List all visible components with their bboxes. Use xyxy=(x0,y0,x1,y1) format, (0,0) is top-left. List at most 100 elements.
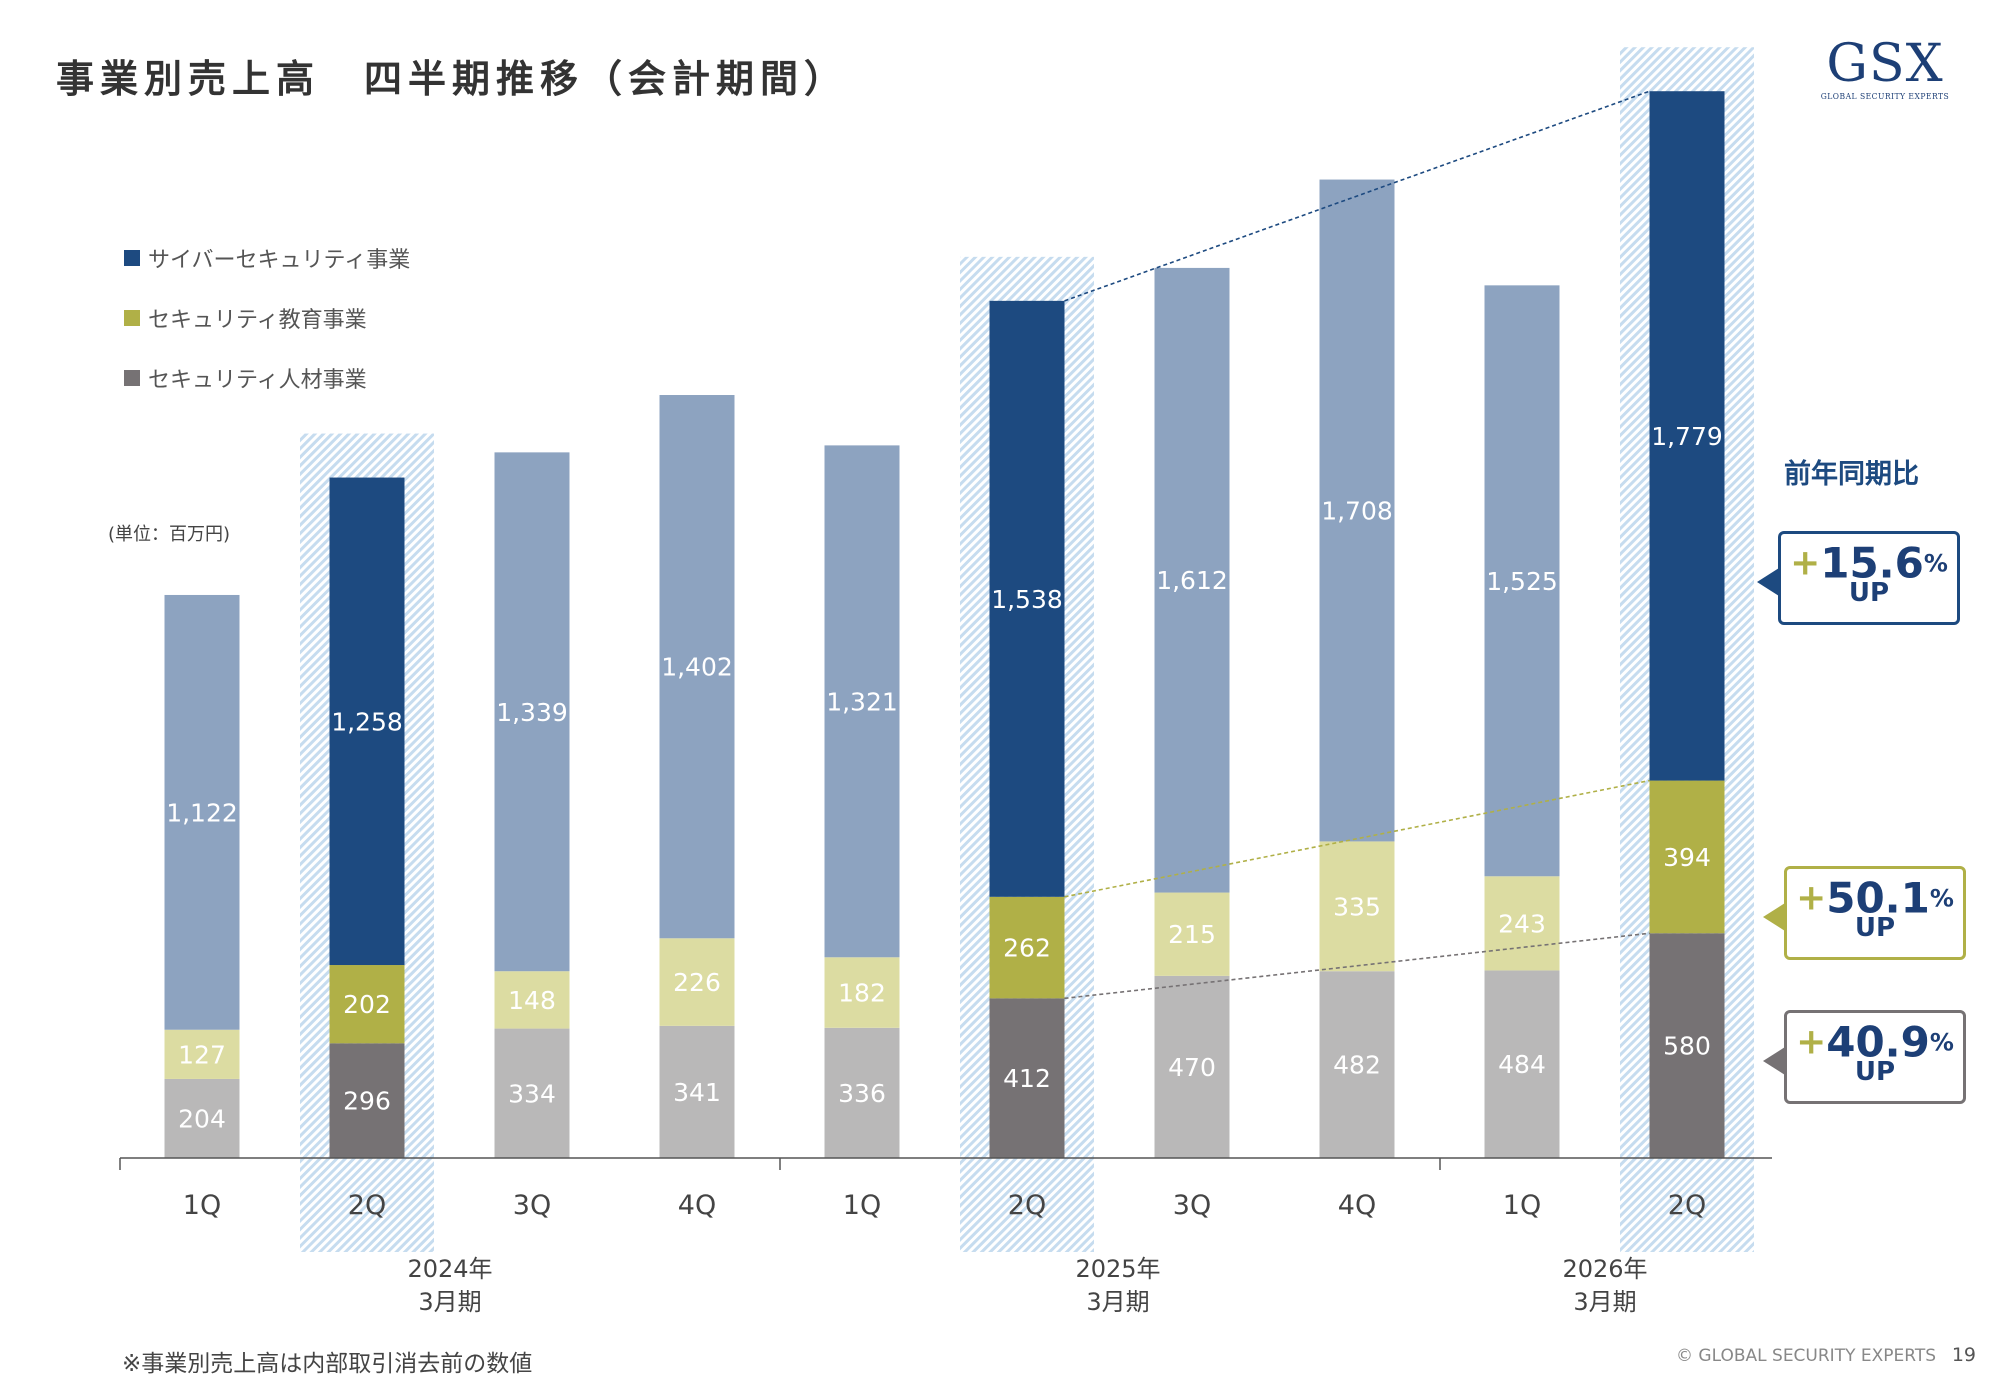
bar-cyber-7 xyxy=(1319,179,1395,842)
page-title: 事業別売上高 四半期推移（会計期間） xyxy=(56,48,848,103)
callout-value-cyber: 15.6 xyxy=(1820,538,1924,588)
bar-talent-2 xyxy=(494,1028,570,1158)
title-sub: 四半期推移（会計期間） xyxy=(364,57,849,101)
bar-education-4 xyxy=(824,957,900,1028)
callout-percent-talent: % xyxy=(1929,1028,1954,1057)
callout-plus-cyber: + xyxy=(1790,542,1821,584)
bar-talent-4 xyxy=(824,1027,900,1158)
bar-cyber-5 xyxy=(989,300,1065,897)
value-label-education-7: 335 xyxy=(1333,892,1381,921)
bar-cyber-8 xyxy=(1484,285,1560,877)
value-label-education-5: 262 xyxy=(1003,934,1051,963)
bar-talent-6 xyxy=(1154,975,1230,1158)
logo-mark: GSX xyxy=(1826,34,1944,94)
bar-education-6 xyxy=(1154,892,1230,976)
value-label-cyber-2: 1,339 xyxy=(496,698,568,727)
page-number: 19 xyxy=(1951,1344,1976,1366)
value-label-education-6: 215 xyxy=(1168,920,1216,949)
bar-cyber-1 xyxy=(329,477,405,966)
value-label-talent-4: 336 xyxy=(838,1079,886,1108)
tick-label-1: 2Q xyxy=(348,1190,386,1221)
bar-cyber-3 xyxy=(659,395,735,939)
fiscal-year-label-1-line1: 2025年 xyxy=(1075,1255,1160,1283)
callout-arrow-talent xyxy=(1763,1047,1785,1075)
value-label-education-2: 148 xyxy=(508,986,556,1015)
bar-education-5 xyxy=(989,896,1065,999)
footnote: ※事業別売上高は内部取引消去前の数値 xyxy=(122,1351,533,1377)
bar-talent-8 xyxy=(1484,970,1560,1158)
fiscal-year-label-2-line1: 2026年 xyxy=(1562,1255,1647,1283)
value-label-education-8: 243 xyxy=(1498,909,1546,938)
bar-cyber-9 xyxy=(1649,91,1725,781)
tick-label-3: 4Q xyxy=(678,1190,716,1221)
legend-swatch-talent xyxy=(124,370,140,386)
value-label-talent-2: 334 xyxy=(508,1079,556,1108)
value-label-education-4: 182 xyxy=(838,979,886,1008)
tick-label-9: 2Q xyxy=(1668,1190,1706,1221)
tick-label-4: 1Q xyxy=(843,1190,881,1221)
bar-talent-9 xyxy=(1649,933,1725,1158)
bar-education-3 xyxy=(659,938,735,1026)
bar-cyber-0 xyxy=(164,594,240,1030)
legend-item-education: セキュリティ教育事業 xyxy=(124,288,410,348)
yoy-line-cyber xyxy=(1064,90,1650,302)
tick-label-7: 4Q xyxy=(1338,1190,1376,1221)
bar-education-8 xyxy=(1484,876,1560,971)
fiscal-year-label-0-line1: 2024年 xyxy=(407,1255,492,1283)
yoy-line-talent xyxy=(1064,932,1650,1000)
value-label-talent-8: 484 xyxy=(1498,1050,1546,1079)
value-label-cyber-9: 1,779 xyxy=(1651,422,1723,451)
legend-label-education: セキュリティ教育事業 xyxy=(148,308,367,333)
value-label-education-3: 226 xyxy=(673,968,721,997)
yoy-callout-education: +50.1% UP xyxy=(1763,866,1966,960)
legend-swatch-cyber xyxy=(124,250,140,266)
fiscal-year-label-0-line2: 3月期 xyxy=(418,1288,481,1316)
legend-label-talent: セキュリティ人材事業 xyxy=(148,368,367,393)
tick-label-5: 2Q xyxy=(1008,1190,1046,1221)
value-label-cyber-5: 1,538 xyxy=(991,585,1063,614)
legend-swatch-education xyxy=(124,310,140,326)
bar-talent-5 xyxy=(989,998,1065,1158)
value-label-talent-9: 580 xyxy=(1663,1032,1711,1061)
gsx-logo: GSX GLOBAL SECURITY EXPERTS xyxy=(1810,36,1960,101)
yoy-line-education xyxy=(1064,779,1650,898)
chart-legend: サイバーセキュリティ事業 セキュリティ教育事業 セキュリティ人材事業 xyxy=(124,228,410,408)
value-label-cyber-3: 1,402 xyxy=(661,653,733,682)
yoy-title: 前年同期比 xyxy=(1784,459,1919,490)
callout-percent-education: % xyxy=(1929,884,1954,913)
callout-value-education: 50.1 xyxy=(1826,873,1930,923)
bar-education-9 xyxy=(1649,780,1725,934)
bar-education-2 xyxy=(494,971,570,1029)
value-label-cyber-4: 1,321 xyxy=(826,687,898,716)
title-main: 事業別売上高 xyxy=(56,57,321,101)
bar-cyber-4 xyxy=(824,445,900,958)
value-label-talent-3: 341 xyxy=(673,1078,721,1107)
callout-up-cyber: UP xyxy=(1848,577,1890,608)
value-label-talent-6: 470 xyxy=(1168,1053,1216,1082)
yoy-callout-cyber: +15.6% UP xyxy=(1757,531,1960,625)
legend-item-cyber: サイバーセキュリティ事業 xyxy=(124,228,410,288)
value-label-cyber-1: 1,258 xyxy=(331,707,403,736)
value-label-cyber-6: 1,612 xyxy=(1156,566,1228,595)
callout-plus-education: + xyxy=(1796,877,1827,919)
bar-education-1 xyxy=(329,965,405,1044)
callout-up-education: UP xyxy=(1854,912,1896,943)
value-label-cyber-0: 1,122 xyxy=(166,798,238,827)
tick-label-0: 1Q xyxy=(183,1190,221,1221)
callout-arrow-cyber xyxy=(1757,568,1779,596)
tick-label-8: 1Q xyxy=(1503,1190,1541,1221)
copyright: © GLOBAL SECURITY EXPERTS xyxy=(1676,1346,1936,1366)
value-label-talent-0: 204 xyxy=(178,1104,226,1133)
tick-label-2: 3Q xyxy=(513,1190,551,1221)
bar-cyber-2 xyxy=(494,452,570,972)
yoy-callout-talent: +40.9% UP xyxy=(1763,1010,1966,1104)
legend-item-talent: セキュリティ人材事業 xyxy=(124,348,410,408)
unit-label: (単位：百万円) xyxy=(108,524,231,545)
bar-education-0 xyxy=(164,1029,240,1079)
value-label-talent-7: 482 xyxy=(1333,1051,1381,1080)
callout-plus-talent: + xyxy=(1796,1021,1827,1063)
fiscal-year-label-1-line2: 3月期 xyxy=(1086,1288,1149,1316)
bar-talent-1 xyxy=(329,1043,405,1158)
bar-education-7 xyxy=(1319,841,1395,972)
